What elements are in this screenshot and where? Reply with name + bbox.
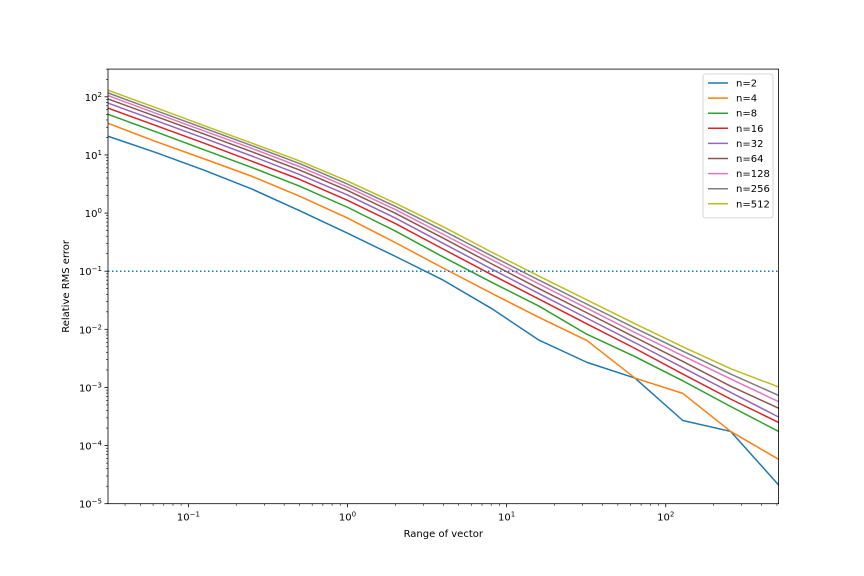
y-tick-label-8: 102: [85, 91, 102, 104]
series-line-3: [107, 113, 779, 433]
y-tick-label-5: 10−1: [79, 265, 102, 278]
y-tick-label-4: 10−2: [79, 323, 102, 336]
ticks-layer: 10−1 100 101 102 10−5 10−4 10−3 10−2 10−1 100 101 1…: [79, 68, 778, 524]
y-tick-label-3: 10−3: [79, 381, 102, 394]
y-tick-label-2: 10−4: [79, 440, 103, 453]
series-line-8: [107, 92, 779, 397]
y-tick-label-6: 100: [85, 207, 102, 220]
series-line-9: [107, 89, 779, 388]
x-axis-title: Range of vector: [404, 529, 484, 540]
legend-label-1: n=2: [736, 79, 757, 90]
legend-label-9: n=512: [736, 199, 770, 210]
series-line-5: [107, 102, 779, 418]
y-tick-label-7: 101: [85, 149, 102, 162]
y-tick-label-1: 10−5: [79, 498, 102, 511]
legend-label-2: n=4: [736, 94, 757, 105]
legend-label-6: n=64: [736, 154, 763, 165]
series-line-1: [107, 135, 780, 486]
x-tick-label-3: 101: [498, 511, 515, 524]
series-line-4: [107, 107, 779, 424]
legend-label-5: n=32: [736, 139, 763, 150]
x-tick-label-1: 10−1: [177, 511, 200, 524]
y-axis-title: Relative RMS error: [61, 239, 72, 333]
legend-label-4: n=16: [736, 124, 763, 135]
series-layer: [107, 89, 780, 486]
series-line-6: [107, 98, 779, 409]
x-tick-label-4: 102: [657, 511, 674, 524]
legend-label-8: n=256: [736, 184, 770, 195]
legend-label-3: n=8: [736, 109, 757, 120]
series-line-2: [107, 122, 779, 460]
legend-box: [702, 73, 774, 219]
legend-label-7: n=128: [736, 169, 770, 180]
series-line-7: [107, 94, 779, 403]
x-tick-label-2: 100: [339, 511, 356, 524]
legend: n=2 n=4 n=8 n=16 n=32 n=64 n=128 n=256 n=512: [702, 73, 774, 219]
